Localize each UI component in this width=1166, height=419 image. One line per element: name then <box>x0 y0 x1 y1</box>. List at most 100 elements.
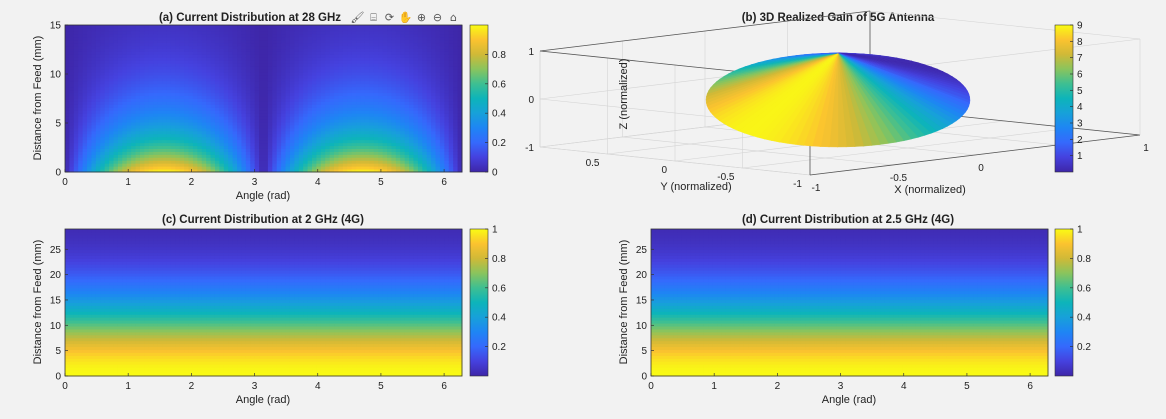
heatmap-cell <box>431 110 436 113</box>
heatmap-cell <box>294 43 299 46</box>
heatmap-cell <box>281 160 286 163</box>
heatmap-cell <box>69 143 74 146</box>
heatmap-cell <box>290 37 295 40</box>
heatmap-cell <box>290 31 295 34</box>
heatmap-cell <box>268 128 273 131</box>
heatmap-cell <box>444 81 449 84</box>
heatmap-cell <box>303 134 308 137</box>
heatmap-cell <box>83 78 88 81</box>
heatmap-cell <box>78 37 83 40</box>
heatmap-cell <box>387 160 392 163</box>
heatmap-cell <box>118 37 123 40</box>
panel-b-gain-surface[interactable] <box>706 53 970 147</box>
heatmap-cell <box>118 31 123 34</box>
heatmap-cell <box>347 131 352 134</box>
heatmap-cell <box>352 166 357 169</box>
heatmap-cell <box>78 314 83 317</box>
heatmap-cell <box>268 151 273 154</box>
heatmap-cell <box>74 40 79 43</box>
heatmap-cell <box>184 75 189 78</box>
heatmap-cell <box>436 81 441 84</box>
heatmap-cell <box>330 119 335 122</box>
heatmap-cell <box>361 72 366 75</box>
heatmap-cell <box>264 43 269 46</box>
heatmap-cell <box>391 93 396 96</box>
heatmap-cell <box>175 93 180 96</box>
heatmap-cell <box>409 66 414 69</box>
heatmap-cell <box>175 57 180 60</box>
heatmap-cell <box>268 46 273 49</box>
heatmap-cell <box>312 134 317 137</box>
panel-a-heatmap[interactable] <box>65 25 463 173</box>
heatmap-cell <box>246 49 251 52</box>
heatmap-cell <box>211 137 216 140</box>
heatmap-cell <box>255 99 260 102</box>
heatmap-cell <box>180 119 185 122</box>
heatmap-cell <box>189 49 194 52</box>
heatmap-cell <box>343 119 348 122</box>
heatmap-cell <box>144 60 149 63</box>
heatmap-cell <box>144 99 149 102</box>
heatmap-cell <box>74 134 79 137</box>
heatmap-cell <box>268 163 273 166</box>
heatmap-cell <box>308 151 313 154</box>
heatmap-cell <box>136 46 141 49</box>
heatmap-cell <box>87 297 92 300</box>
heatmap-cell <box>321 154 326 157</box>
heatmap-cell <box>400 143 405 146</box>
heatmap-cell <box>290 93 295 96</box>
heatmap-cell <box>175 75 180 78</box>
heatmap-cell <box>91 87 96 90</box>
heatmap-cell <box>91 54 96 57</box>
heatmap-cell <box>105 43 110 46</box>
heatmap-cell <box>153 160 158 163</box>
heatmap-cell <box>131 157 136 160</box>
heatmap-cell <box>250 54 255 57</box>
heatmap-cell <box>391 60 396 63</box>
heatmap-cell <box>281 163 286 166</box>
heatmap-cell <box>277 107 282 110</box>
heatmap-cell <box>431 31 436 34</box>
heatmap-cell <box>338 131 343 134</box>
heatmap-cell <box>162 110 167 113</box>
heatmap-cell <box>78 54 83 57</box>
heatmap-cell <box>211 160 216 163</box>
heatmap-cell <box>74 229 79 232</box>
heatmap-cell <box>334 96 339 99</box>
heatmap-cell <box>140 104 145 107</box>
heatmap-cell <box>224 49 229 52</box>
heatmap-cell <box>166 163 171 166</box>
heatmap-cell <box>246 81 251 84</box>
heatmap-cell <box>352 54 357 57</box>
heatmap-cell <box>281 110 286 113</box>
heatmap-cell <box>74 151 79 154</box>
heatmap-cell <box>105 51 110 54</box>
heatmap-cell <box>321 151 326 154</box>
heatmap-cell <box>268 131 273 134</box>
heatmap-cell <box>281 60 286 63</box>
heatmap-cell <box>237 166 242 169</box>
heatmap-cell <box>268 66 273 69</box>
heatmap-cell <box>356 49 361 52</box>
heatmap-cell <box>453 157 458 160</box>
heatmap-cell <box>264 110 269 113</box>
heatmap-cell <box>449 99 454 102</box>
heatmap-cell <box>69 285 74 288</box>
heatmap-cell <box>158 134 163 137</box>
heatmap-cell <box>405 128 410 131</box>
heatmap-cell <box>224 87 229 90</box>
panel-c-heatmap[interactable] <box>65 229 463 377</box>
heatmap-cell <box>290 148 295 151</box>
heatmap-cell <box>149 140 154 143</box>
heatmap-cell <box>193 40 198 43</box>
heatmap-cell <box>197 28 202 31</box>
heatmap-cell <box>378 101 383 104</box>
heatmap-cell <box>347 119 352 122</box>
heatmap-cell <box>74 72 79 75</box>
heatmap-cell <box>74 250 79 253</box>
heatmap-cell <box>334 101 339 104</box>
heatmap-cell <box>444 43 449 46</box>
heatmap-cell <box>78 72 83 75</box>
heatmap-cell <box>422 54 427 57</box>
heatmap-cell <box>162 125 167 128</box>
